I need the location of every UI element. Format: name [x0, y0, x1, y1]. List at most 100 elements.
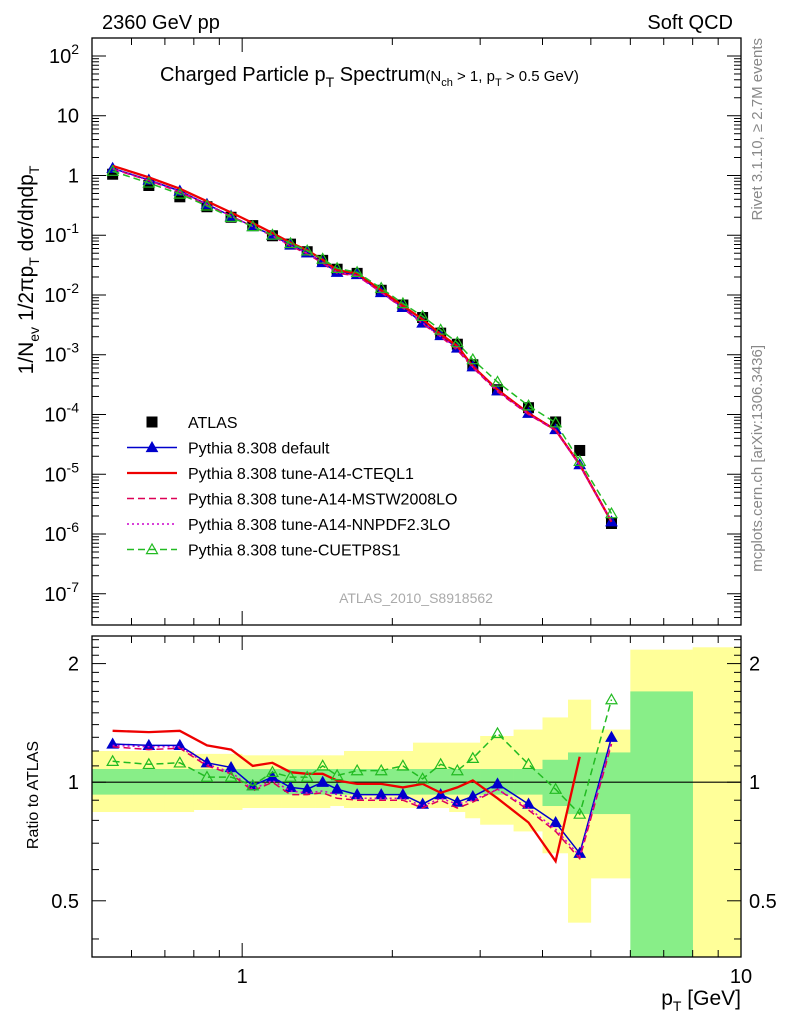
legend-entry: Pythia 8.308 tune-CUETP8S1	[127, 543, 401, 560]
ratio-data-point	[434, 757, 448, 770]
ratio-series-0	[106, 730, 618, 858]
title-main-tail: Spectrum	[334, 64, 425, 86]
ratio-data-point	[283, 770, 298, 782]
spectrum-series-line	[112, 170, 613, 514]
legend-label: Pythia 8.308 tune-A14-MSTW2008LO	[188, 492, 457, 509]
spectrum-series-3	[112, 168, 613, 523]
tick-exponent: -6	[67, 519, 80, 535]
spectrum-data-point	[106, 164, 120, 176]
spectrum-series-line	[112, 164, 613, 523]
ratio-data-point	[396, 788, 410, 800]
tick-exponent: -3	[67, 340, 80, 356]
ratio-series-line	[112, 699, 613, 816]
ratio-data-point	[604, 692, 619, 705]
legend-entry: Pythia 8.308 default	[127, 441, 330, 458]
spectrum-data-point	[173, 187, 187, 199]
ratio-series-1	[112, 729, 581, 864]
legend-label: ATLAS	[188, 415, 238, 432]
ratio-y-tick-label: 0.5	[51, 891, 79, 913]
uncertainty-bands	[92, 647, 741, 957]
legend: ATLAS Pythia 8.308 default Pythia 8.308 tu…	[127, 415, 457, 560]
x-tick-label: 1	[237, 966, 248, 988]
ratio-data-point	[450, 763, 464, 776]
spectrum-data-point	[604, 506, 619, 519]
title-cut-2: > 1, p	[453, 68, 495, 85]
title-main-sub: T	[326, 74, 335, 90]
tick-exponent: -2	[67, 280, 80, 296]
x-tick-label: 10	[730, 966, 752, 988]
ratio-series-line	[112, 741, 613, 858]
title-cut-1-sub: ch	[441, 77, 453, 89]
ratio-data-point	[330, 782, 344, 794]
ratio-y-tick-label-right: 1	[749, 772, 760, 794]
ylabel-c: dσ/dηdp	[15, 174, 38, 257]
legend-label: Pythia 8.308 default	[188, 441, 330, 458]
ratio-data-point	[142, 757, 156, 770]
spectrum-data-point	[330, 261, 344, 274]
legend-entry: ATLAS	[146, 415, 238, 432]
y-axis-label: 1/Nev 1/2πpT dσ/dηdpT	[15, 165, 42, 374]
ylabel-b-sub: T	[26, 257, 42, 266]
ratio-data-point	[521, 757, 536, 770]
spectrum-data-point	[316, 252, 330, 264]
legend-label: Pythia 8.308 tune-CUETP8S1	[188, 543, 401, 560]
y-tick-label: 10	[57, 106, 79, 128]
ratio-data-point	[490, 726, 505, 739]
ratio-panel-frame	[91, 635, 742, 958]
spectrum-data-point	[143, 179, 155, 191]
inner-uncertainty-band	[568, 752, 592, 815]
spectrum-data-point	[265, 228, 279, 240]
legend-entry: Pythia 8.308 tune-A14-CTEQL1	[127, 466, 414, 483]
legend-entry: Pythia 8.308 tune-A14-MSTW2008LO	[127, 492, 457, 509]
y-tick-label: 10-2	[44, 280, 79, 307]
category-label: Soft QCD	[647, 12, 733, 34]
tick-exponent: -1	[67, 220, 80, 236]
spectrum-data-point	[466, 352, 480, 365]
legend-marker	[145, 440, 159, 453]
spectrum-data-point	[374, 281, 388, 293]
legend-entry: Pythia 8.308 tune-A14-NNPDF2.3LO	[127, 517, 450, 534]
outer-uncertainty-band	[692, 647, 741, 957]
legend-label: Pythia 8.308 tune-A14-CTEQL1	[188, 466, 414, 483]
energy-label: 2360 GeV pp	[102, 12, 220, 34]
spectrum-data-point	[107, 168, 119, 180]
xlabel-a-sub: T	[673, 998, 682, 1014]
tick-exponent: -4	[67, 400, 80, 416]
ratio-data-point	[350, 763, 364, 776]
tick-base: 10	[44, 464, 66, 486]
spectrum-data-point	[549, 415, 563, 428]
inner-uncertainty-band	[590, 752, 631, 815]
rivet-version-label: Rivet 3.1.10, ≥ 2.7M events	[749, 38, 766, 221]
tick-base: 10	[44, 225, 66, 247]
tick-base: 10	[44, 345, 66, 367]
spectrum-series-5	[106, 164, 619, 519]
spectrum-data-point	[521, 399, 536, 411]
spectrum-data-point	[434, 323, 448, 335]
ratio-y-tick-label-right: 0.5	[749, 891, 777, 913]
inner-uncertainty-band	[630, 691, 693, 957]
spectrum-data-point	[396, 296, 410, 309]
tick-base: 10	[44, 524, 66, 546]
spectrum-data-point	[550, 416, 562, 428]
spectrum-series	[106, 161, 619, 529]
top-panel-frame	[91, 37, 742, 626]
ylabel-c-sub: T	[26, 165, 42, 174]
ratio-data-point	[330, 768, 344, 781]
title-cut-1: (N	[425, 68, 441, 85]
ratio-data-point	[416, 772, 430, 784]
ylabel-a: 1/N	[15, 342, 38, 375]
ratio-data-point	[549, 816, 562, 828]
ratio-data-point	[573, 807, 587, 819]
spectrum-data-point	[300, 244, 314, 256]
title-main: Charged Particle p	[160, 64, 326, 86]
ratio-series-line	[112, 743, 613, 861]
spectrum-data-point	[490, 375, 505, 387]
xlabel-b: [GeV]	[681, 987, 741, 1010]
y-tick-label: 10-4	[44, 400, 79, 427]
ratio-data-point	[466, 751, 480, 764]
analysis-id-label: ATLAS_2010_S8918562	[339, 590, 493, 606]
ratio-data-point	[316, 759, 330, 771]
